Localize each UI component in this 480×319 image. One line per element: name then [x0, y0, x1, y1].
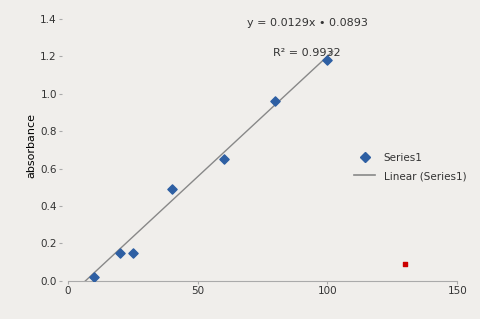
- Text: R² = 0.9932: R² = 0.9932: [274, 48, 341, 57]
- Legend: Series1, Linear (Series1): Series1, Linear (Series1): [351, 149, 469, 184]
- Text: y = 0.0129x • 0.0893: y = 0.0129x • 0.0893: [247, 18, 368, 28]
- Point: [129, 250, 136, 255]
- Point: [220, 157, 228, 162]
- Y-axis label: absorbance: absorbance: [26, 113, 36, 178]
- Point: [116, 250, 123, 255]
- Point: [90, 274, 97, 279]
- Point: [324, 57, 331, 63]
- Point: [402, 261, 409, 266]
- Point: [168, 187, 175, 192]
- Point: [272, 99, 279, 104]
